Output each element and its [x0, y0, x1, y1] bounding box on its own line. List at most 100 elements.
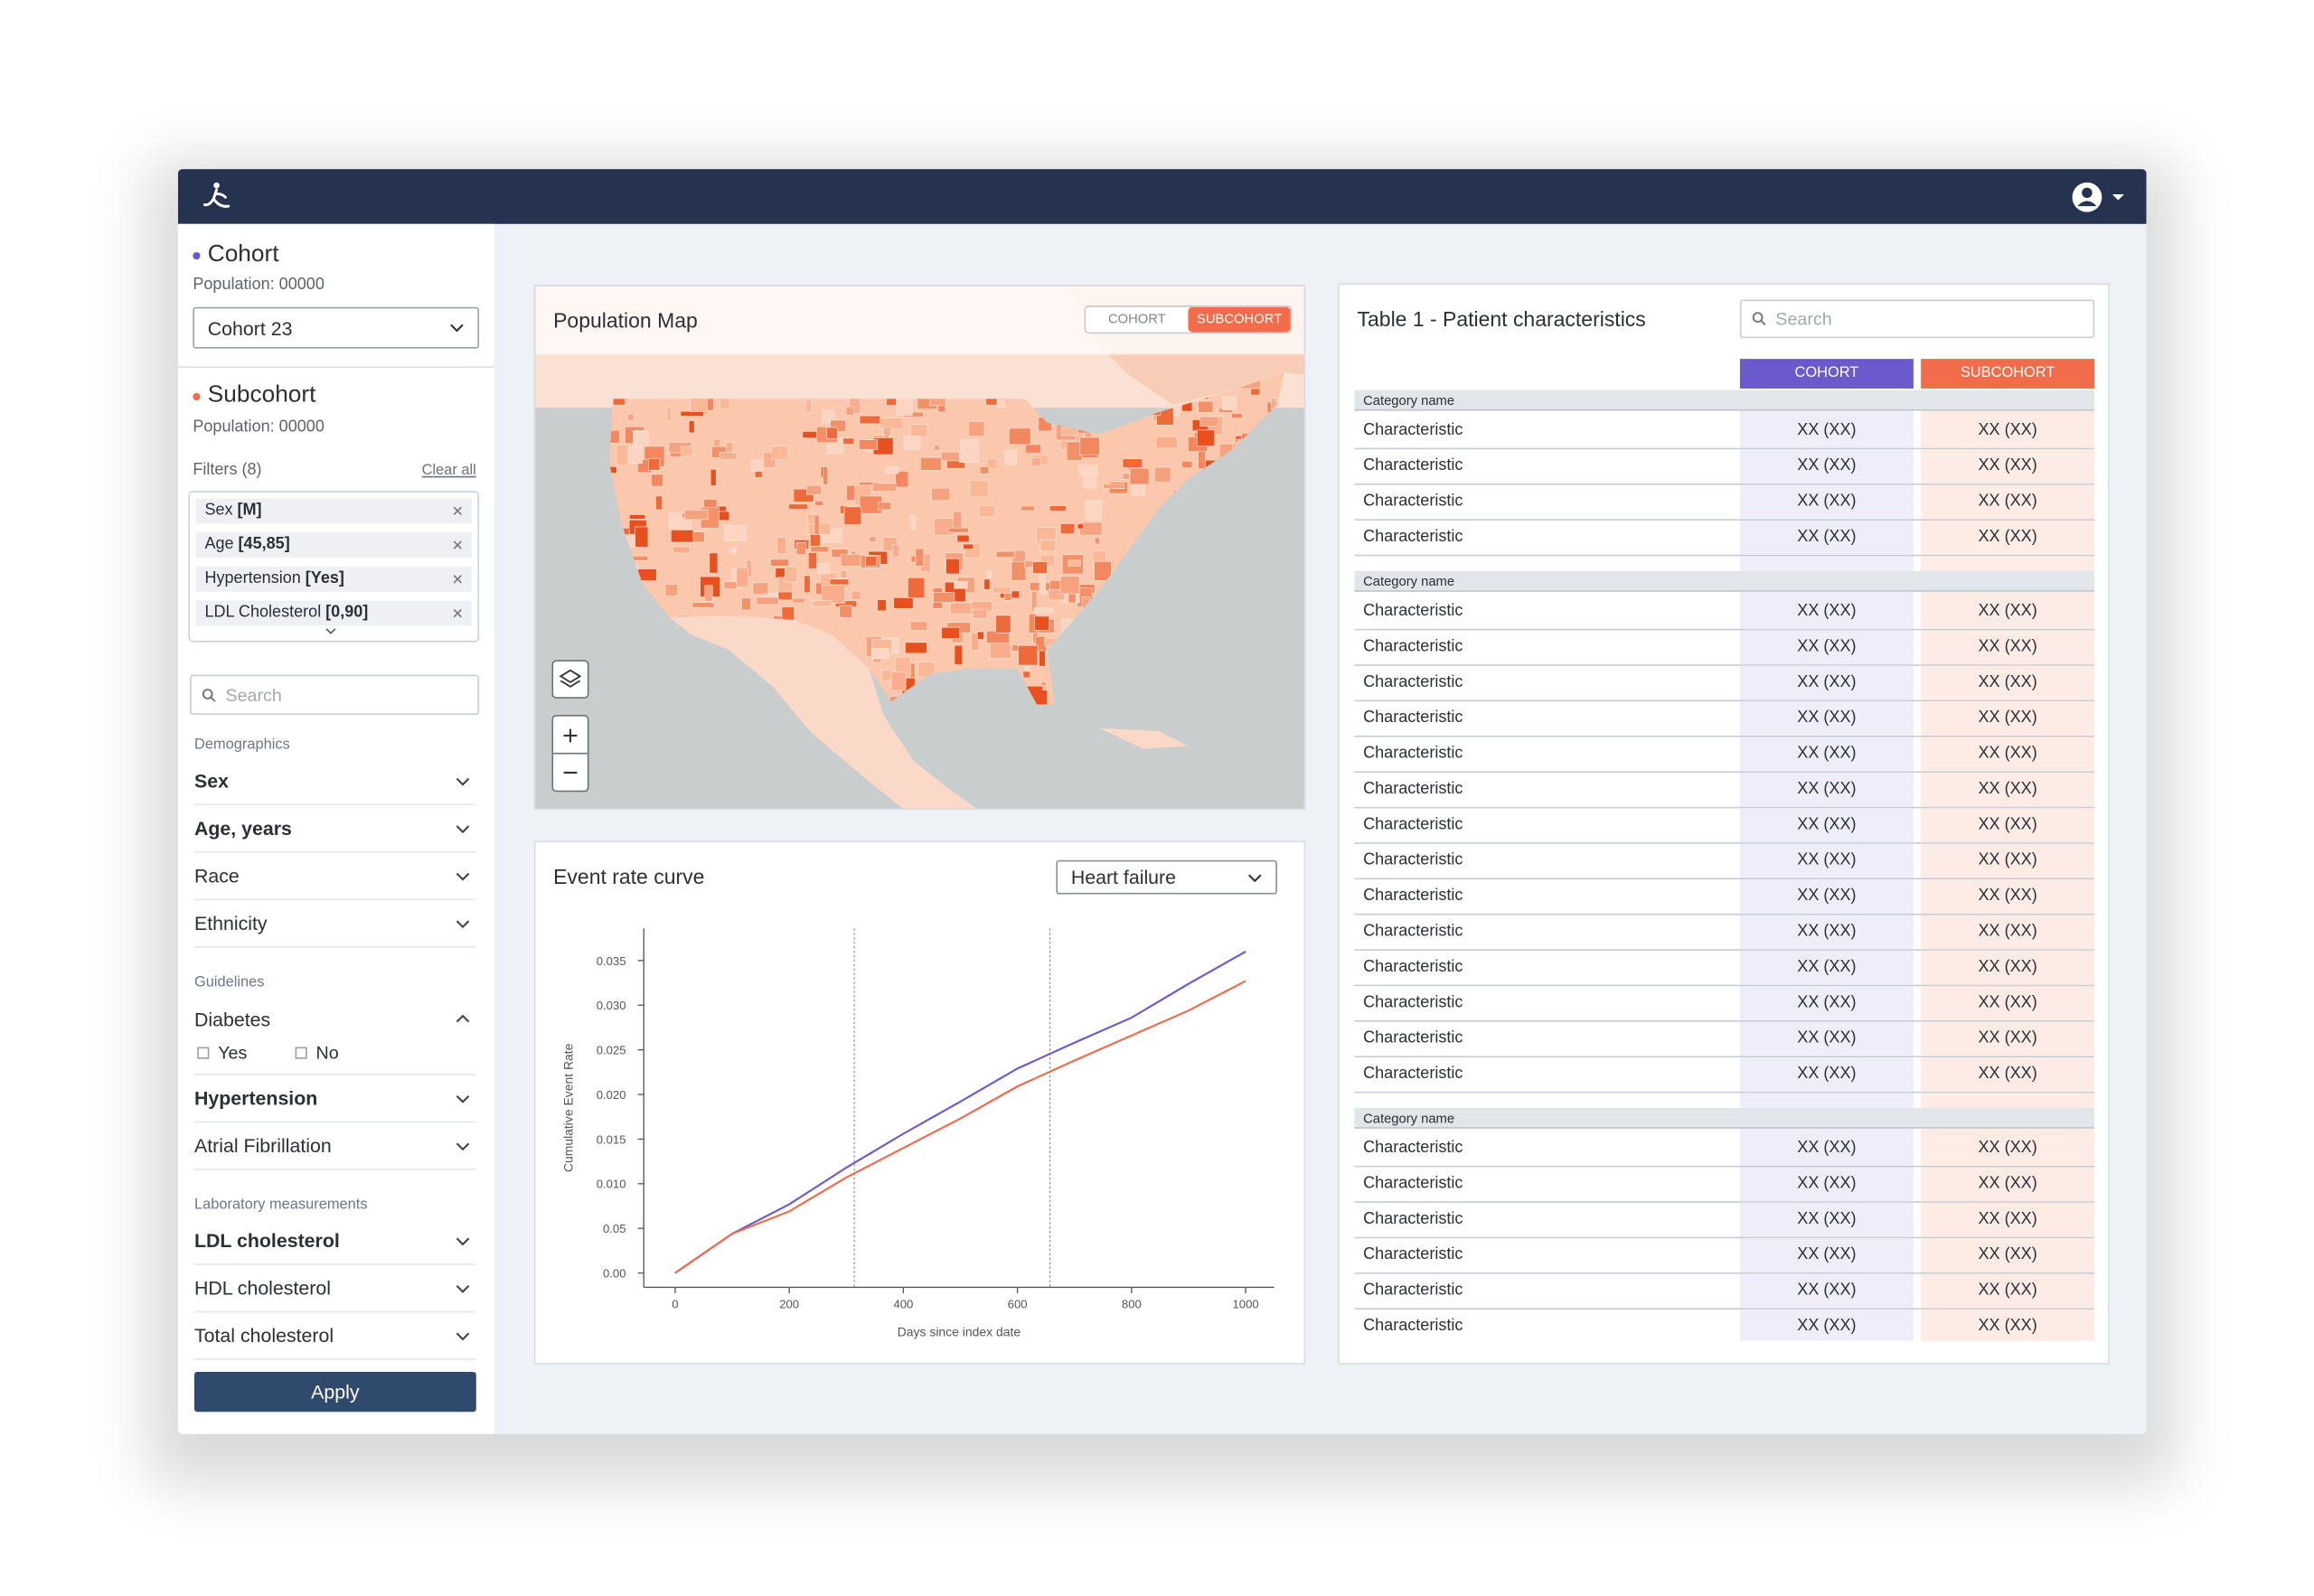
county — [960, 439, 979, 455]
chip-remove[interactable] — [453, 540, 463, 549]
county — [917, 662, 936, 678]
county — [1150, 666, 1158, 686]
table-cell: XX (XX) — [1921, 737, 2095, 772]
county — [878, 502, 892, 511]
table-cell: Characteristic — [1363, 709, 1463, 728]
county — [1042, 684, 1049, 691]
filter-item[interactable]: Diabetes — [194, 995, 476, 1043]
county — [709, 552, 719, 574]
table-cell: XX (XX) — [1921, 595, 2095, 629]
county — [723, 581, 738, 590]
table-row: Characteristic XX (XX) XX (XX) — [1354, 1310, 2095, 1341]
table-cell: XX (XX) — [1739, 950, 1914, 985]
county — [895, 471, 909, 488]
chip-remove-icon — [453, 506, 462, 516]
county — [665, 407, 673, 422]
county — [1039, 539, 1056, 552]
table-cell: XX (XX) — [1921, 630, 2095, 665]
table-cell: Characteristic — [1363, 958, 1463, 976]
filter-label: Race — [193, 864, 240, 887]
zoom-icons[interactable] — [553, 717, 588, 791]
chip-text: Hypertension [Yes] — [204, 567, 343, 592]
chip-remove[interactable] — [453, 574, 463, 584]
county — [846, 484, 856, 501]
county — [1163, 541, 1187, 559]
county — [1222, 396, 1237, 410]
x-tick-label: 400 — [893, 1297, 913, 1310]
county — [1098, 671, 1117, 688]
apply-button[interactable]: Apply — [193, 1371, 476, 1413]
county — [972, 608, 988, 619]
table-cell: XX (XX) — [1739, 1021, 1914, 1056]
county — [708, 708, 726, 717]
logo[interactable] — [201, 180, 233, 212]
layers-button[interactable] — [551, 660, 589, 699]
county — [1199, 644, 1209, 660]
clear-all[interactable]: Clear all — [421, 462, 476, 480]
county — [1215, 537, 1237, 547]
column-header[interactable]: SUBCOHORT — [1921, 359, 2095, 389]
chevron — [1247, 873, 1262, 882]
filter-item[interactable]: HDL cholesterol — [193, 1265, 476, 1313]
toggle-button[interactable]: COHORT — [1107, 311, 1166, 327]
option[interactable]: No — [295, 1042, 393, 1064]
chip-name: Sex — [204, 501, 233, 520]
y-tick-label: 0.010 — [597, 1178, 626, 1191]
filter-item[interactable]: Atrial Fibrillation — [193, 1122, 476, 1170]
county — [1265, 610, 1283, 629]
group-heading: Laboratory measurements — [193, 1197, 368, 1214]
chevron — [456, 1331, 470, 1340]
event-select[interactable]: Heart failure — [1056, 859, 1277, 895]
table-search[interactable]: Search — [1739, 299, 2095, 339]
county — [609, 697, 626, 705]
filter-item[interactable]: LDL cholesterol — [193, 1217, 476, 1265]
county — [1218, 559, 1241, 574]
table-row: Characteristic XX (XX) XX (XX) — [1354, 595, 2095, 631]
filter-item[interactable]: Total cholesterol — [193, 1312, 476, 1360]
county — [807, 552, 817, 569]
county — [729, 548, 738, 554]
spacer-cell — [1739, 1093, 1914, 1108]
map[interactable] — [535, 286, 1305, 810]
cell-gap — [1914, 1310, 1921, 1340]
cell-gap — [1914, 666, 1921, 700]
table-cell: Characteristic — [1363, 850, 1463, 869]
cell-gap — [1914, 879, 1921, 914]
chip-remove[interactable] — [453, 506, 463, 516]
x-tick-label: 800 — [1122, 1297, 1142, 1310]
county — [1202, 606, 1222, 614]
table-cell: Characteristic — [1363, 815, 1463, 834]
county — [1226, 624, 1234, 644]
toggle-button[interactable]: SUBCOHORT — [1188, 306, 1291, 333]
filter-item[interactable]: Ethnicity — [193, 900, 476, 948]
table-cell: Characteristic — [1363, 1065, 1463, 1083]
filter-item[interactable]: Race — [193, 853, 476, 901]
county — [615, 558, 635, 568]
county — [869, 536, 877, 543]
county — [637, 568, 657, 582]
search-placeholder: Search — [1775, 308, 1832, 330]
x-tick-label: 600 — [1008, 1297, 1028, 1310]
sidebar-search[interactable]: Search — [190, 674, 480, 715]
cohort-select[interactable]: Cohort 23 — [193, 306, 480, 349]
filter-label: Hypertension — [193, 1086, 318, 1110]
more-chevron[interactable] — [325, 627, 336, 634]
filter-item[interactable]: Age, years — [193, 805, 476, 853]
county — [1111, 693, 1132, 702]
county — [822, 409, 835, 424]
filter-item[interactable]: Sex — [193, 758, 476, 806]
chevron-line — [456, 1284, 470, 1293]
chip-remove[interactable] — [453, 608, 463, 618]
option-label: No — [315, 1042, 339, 1064]
option[interactable]: Yes — [197, 1043, 295, 1064]
county — [1086, 617, 1104, 624]
county — [1199, 647, 1221, 665]
table-row: Characteristic XX (XX) XX (XX) — [1354, 986, 2095, 1022]
county — [648, 457, 661, 471]
county — [1127, 549, 1146, 562]
column-header[interactable]: COHORT — [1739, 359, 1914, 389]
county — [1034, 615, 1050, 631]
filter-item[interactable]: Hypertension — [193, 1075, 476, 1123]
county — [951, 691, 971, 705]
user-menu[interactable] — [2071, 181, 2131, 213]
